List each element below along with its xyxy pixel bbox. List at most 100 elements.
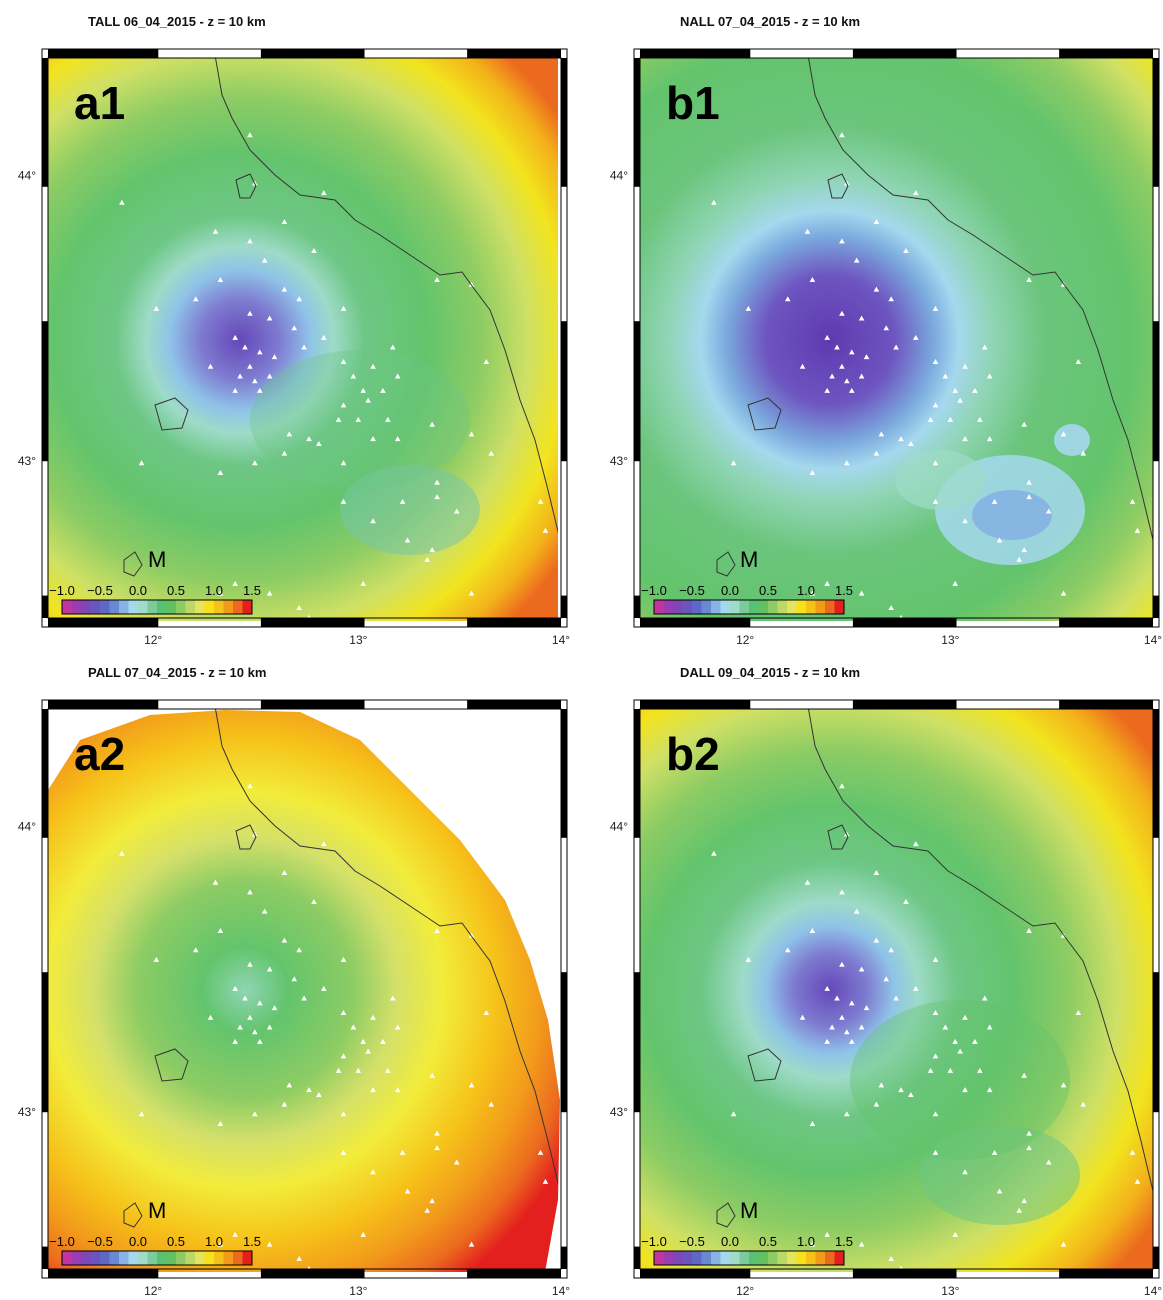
- colorbar-label: 0.5: [759, 583, 777, 598]
- frame-tick-segment: [561, 58, 567, 187]
- colorbar-swatch: [682, 1251, 693, 1265]
- seismic-station-marker: [212, 879, 219, 885]
- seismic-station-marker: [977, 1067, 983, 1073]
- anomaly-blob: [340, 465, 480, 555]
- map-marker-label: M: [148, 547, 166, 572]
- colorbar-swatch: [825, 1251, 835, 1265]
- seismic-station-marker: [370, 436, 376, 442]
- colorbar-swatch: [777, 600, 788, 614]
- seismic-station-marker: [962, 1169, 968, 1175]
- seismic-station-marker: [947, 1067, 954, 1073]
- frame-tick-segment: [1059, 1269, 1153, 1278]
- seismic-station-marker: [340, 305, 347, 311]
- seismic-station-marker: [296, 296, 302, 302]
- seismic-station-marker: [809, 927, 816, 933]
- lake-outline: [154, 1048, 189, 1082]
- seismic-station-marker: [824, 1231, 830, 1237]
- seismic-station-marker: [883, 325, 890, 331]
- frame-tick-segment: [640, 618, 751, 627]
- seismic-station-marker: [256, 1000, 263, 1006]
- seismic-station-marker: [962, 518, 968, 524]
- seismic-station-marker: [903, 899, 909, 904]
- anomaly-blob: [920, 1125, 1080, 1225]
- seismic-station-marker: [360, 1231, 366, 1237]
- seismic-station-marker: [232, 580, 238, 586]
- colorbar-label: 0.5: [167, 1234, 185, 1249]
- seismic-station-marker: [296, 605, 302, 611]
- colorbar-swatch: [119, 600, 129, 614]
- panel-letter-b1: b1: [666, 77, 720, 129]
- seismic-station-marker: [424, 556, 431, 562]
- seismic-station-marker: [537, 1149, 544, 1155]
- x-tick-label: 14°: [1144, 633, 1162, 647]
- colorbar-swatch: [90, 1251, 101, 1265]
- frame-tick-segment: [42, 972, 48, 1113]
- colorbar-swatch: [796, 1251, 807, 1265]
- seismic-station-marker: [1134, 527, 1141, 533]
- colorbar-swatch: [711, 1251, 721, 1265]
- seismic-station-marker: [537, 498, 544, 504]
- seismic-station-marker: [266, 966, 273, 972]
- seismic-station-marker: [468, 590, 475, 596]
- station-markers-a2: [119, 783, 549, 1271]
- seismic-station-marker: [138, 460, 145, 466]
- map-frames: 12° 13° 14°44°43°a1M−1.0 −0.5 0.0 0.5 1.0 1.512…: [18, 48, 1162, 1298]
- seismic-station-marker: [434, 479, 440, 485]
- colorbar-label: −0.5: [87, 1234, 113, 1249]
- x-tick-label: 13°: [349, 633, 367, 647]
- colorbar-swatch: [834, 1251, 845, 1265]
- seismic-station-marker: [335, 1067, 342, 1073]
- seismic-station-marker: [252, 1029, 258, 1035]
- colorbar-swatch: [128, 1251, 139, 1265]
- seismic-station-marker: [399, 1149, 406, 1155]
- seismic-station-marker: [932, 1149, 939, 1155]
- colorbar-swatch: [195, 600, 205, 614]
- seismic-station-marker: [1129, 498, 1136, 504]
- seismic-station-marker: [247, 310, 253, 316]
- seismic-station-marker: [237, 373, 243, 379]
- colorbar-swatch: [806, 1251, 816, 1265]
- seismic-station-marker: [888, 605, 894, 611]
- frame-tick-segment: [634, 972, 640, 1113]
- coastline-a2: [215, 709, 558, 1185]
- seismic-station-marker: [1060, 590, 1067, 596]
- panel-frame-b2: 12° 13° 14° 44° 43° b2 M −1.0 −0.5 0.0 0.5 1.0 1.5: [610, 699, 1162, 1298]
- colorbar-swatch: [825, 600, 835, 614]
- seismic-station-marker: [809, 469, 816, 475]
- seismic-station-marker: [360, 580, 366, 586]
- seismic-station-marker: [286, 1082, 293, 1088]
- seismic-station-marker: [942, 373, 949, 379]
- x-tick-label: 14°: [552, 633, 570, 647]
- seismic-station-marker: [1134, 1178, 1141, 1184]
- seismic-station-marker: [291, 976, 298, 982]
- colorbar-swatch: [720, 1251, 731, 1265]
- seismic-station-marker: [252, 1111, 258, 1117]
- frame-tick-segment: [561, 972, 567, 1113]
- frame-tick-segment: [42, 595, 48, 618]
- colorbar-label: 1.5: [243, 583, 261, 598]
- seismic-station-marker: [745, 956, 752, 962]
- colorbar-swatch: [720, 600, 731, 614]
- seismic-station-marker: [898, 1087, 904, 1093]
- seismic-station-marker: [873, 937, 880, 943]
- seismic-station-marker: [1021, 1198, 1027, 1204]
- seismic-station-marker: [858, 1241, 865, 1247]
- seismic-station-marker: [957, 397, 963, 403]
- seismic-station-marker: [858, 315, 865, 321]
- seismic-station-marker: [321, 985, 327, 991]
- seismic-station-marker: [858, 590, 865, 596]
- seismic-station-marker: [404, 1188, 411, 1194]
- frame-tick-segment: [42, 321, 48, 462]
- seismic-station-marker: [271, 1005, 278, 1011]
- colorbar-label: −0.5: [679, 583, 705, 598]
- seismic-station-marker: [488, 1101, 495, 1107]
- seismic-station-marker: [370, 363, 376, 369]
- seismic-station-marker: [399, 498, 406, 504]
- seismic-station-marker: [212, 228, 219, 234]
- colorbar-swatch: [223, 1251, 234, 1265]
- seismic-station-marker: [883, 976, 890, 982]
- seismic-station-marker: [389, 995, 396, 1001]
- seismic-station-marker: [824, 580, 830, 586]
- lake-outline: [235, 173, 257, 199]
- map-marker-label: M: [148, 1198, 166, 1223]
